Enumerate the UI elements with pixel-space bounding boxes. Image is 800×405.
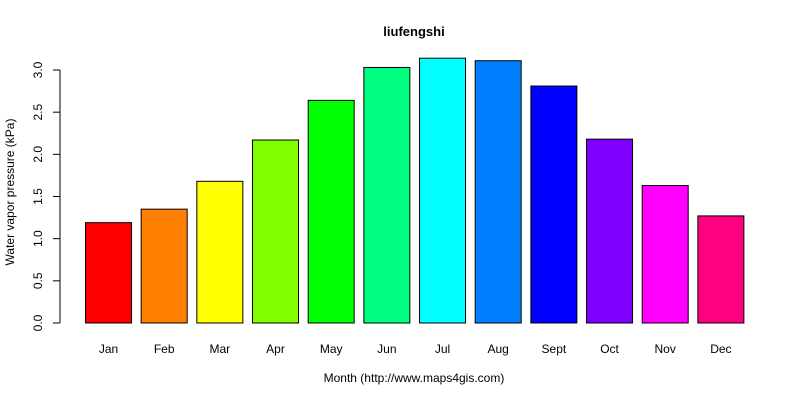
bar-apr bbox=[252, 139, 300, 324]
bar-may bbox=[307, 99, 355, 324]
bar-sept bbox=[530, 85, 578, 324]
bar-jun bbox=[363, 66, 411, 324]
y-axis: 0.0 0.5 1.0 1.5 2.0 2.5 3.0 bbox=[31, 61, 61, 331]
x-tick-label: May bbox=[320, 342, 343, 356]
bar-dec bbox=[697, 215, 745, 324]
x-tick-label: Jun bbox=[377, 342, 396, 356]
x-tick-labels: Jan Feb Mar Apr May Jun Jul Aug Sept Oct Nov Dec bbox=[99, 342, 732, 356]
y-tick-label: 0.0 bbox=[31, 314, 45, 331]
x-tick-label: Aug bbox=[488, 342, 509, 356]
y-tick-label: 1.0 bbox=[31, 230, 45, 247]
bar-nov bbox=[641, 185, 689, 324]
bar-jul bbox=[419, 57, 467, 324]
x-tick-label: Sept bbox=[542, 342, 567, 356]
x-tick-label: Dec bbox=[710, 342, 731, 356]
x-tick-label: Jan bbox=[99, 342, 118, 356]
bars bbox=[85, 57, 745, 324]
bar-mar bbox=[196, 180, 244, 324]
x-tick-label: Jul bbox=[435, 342, 450, 356]
x-tick-label: Apr bbox=[266, 342, 285, 356]
x-tick-label: Nov bbox=[655, 342, 676, 356]
y-tick-label: 2.0 bbox=[31, 146, 45, 163]
y-tick-label: 1.5 bbox=[31, 188, 45, 205]
chart-title: liufengshi bbox=[383, 24, 444, 39]
bar-feb bbox=[140, 208, 188, 324]
y-axis-label: Water vapor pressure (kPa) bbox=[3, 119, 17, 266]
bar-aug bbox=[474, 60, 522, 324]
bar-oct bbox=[586, 138, 634, 324]
x-tick-label: Feb bbox=[154, 342, 175, 356]
bar-jan bbox=[85, 222, 132, 324]
x-axis-label: Month (http://www.maps4gis.com) bbox=[324, 371, 505, 385]
y-tick-label: 2.5 bbox=[31, 104, 45, 121]
y-tick-label: 3.0 bbox=[31, 61, 45, 78]
y-tick-label: 0.5 bbox=[31, 272, 45, 289]
x-tick-label: Mar bbox=[210, 342, 231, 356]
x-tick-label: Oct bbox=[600, 342, 619, 356]
